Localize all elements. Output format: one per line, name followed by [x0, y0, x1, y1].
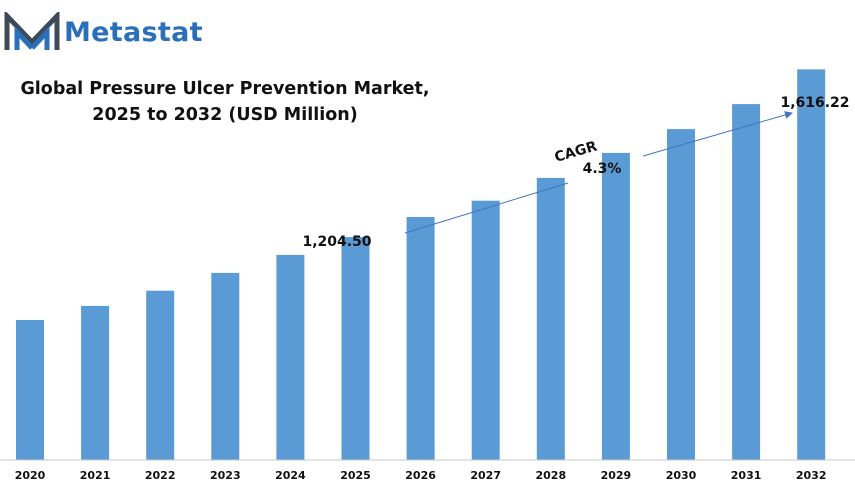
x-tick-label-2022: 2022: [145, 469, 176, 482]
bar-2030: [667, 129, 695, 460]
start-value-label: 1,204.50: [302, 234, 371, 250]
x-tick-label-2031: 2031: [731, 469, 762, 482]
bar-2025: [341, 237, 370, 460]
bar-2031: [732, 104, 761, 460]
bar-2020: [16, 320, 44, 460]
cagr-arrow-left: [404, 182, 569, 234]
cagr-arrow-right: [642, 111, 793, 157]
x-tick-label-2020: 2020: [15, 469, 46, 482]
bar-2032: [797, 69, 826, 461]
x-tick-label-2021: 2021: [80, 469, 111, 482]
bar-2028: [536, 177, 565, 460]
x-tick-label-2029: 2029: [601, 469, 632, 482]
brand-name: Metastat: [64, 16, 203, 48]
cagr-value: 4.3%: [583, 161, 622, 177]
chart-title: Global Pressure Ulcer Prevention Market,…: [20, 76, 430, 128]
x-tick-label-2032: 2032: [796, 469, 827, 482]
end-value-label: 1,616.22: [780, 95, 849, 111]
brand-logo: Metastat: [4, 12, 203, 52]
x-tick-label-2023: 2023: [210, 469, 241, 482]
x-tick-label-2026: 2026: [405, 469, 436, 482]
x-tick-label-2025: 2025: [340, 469, 371, 482]
bar-2024: [276, 254, 305, 460]
bar-2022: [146, 290, 175, 460]
x-tick-label-2028: 2028: [535, 469, 566, 482]
x-tick-label-2030: 2030: [666, 469, 697, 482]
chart-title-line-2: 2025 to 2032 (USD Million): [92, 105, 358, 125]
x-tick-label-2024: 2024: [275, 469, 306, 482]
bar-2026: [406, 217, 435, 460]
bar-2029: [601, 152, 630, 460]
bar-2021: [81, 305, 110, 460]
x-tick-label-2027: 2027: [470, 469, 501, 482]
bar-2027: [471, 200, 500, 460]
m-logo-icon: [4, 12, 60, 50]
bar-2023: [211, 272, 240, 460]
chart-title-line-1: Global Pressure Ulcer Prevention Market,: [20, 79, 430, 99]
